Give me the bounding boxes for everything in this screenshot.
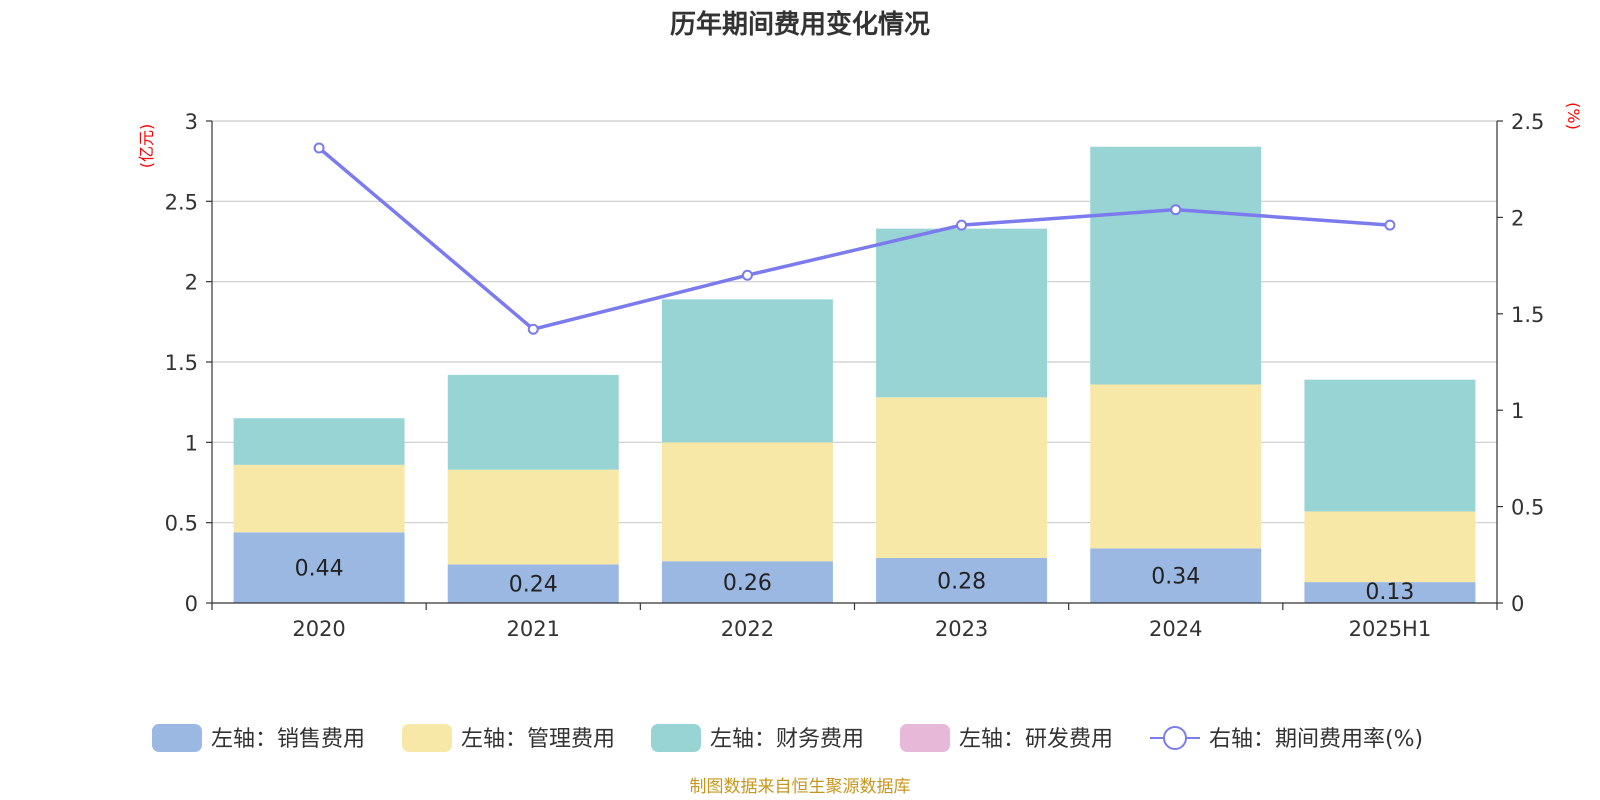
left-tick-label: 2.5 — [165, 190, 198, 214]
bar-segment — [233, 418, 405, 465]
rate-point — [1170, 204, 1182, 216]
right-tick-label: 2.5 — [1511, 110, 1544, 134]
bar-segment — [447, 564, 619, 603]
left-tick-label: 1 — [185, 431, 198, 455]
left-tick-label: 3 — [185, 110, 198, 134]
line-series — [313, 142, 1396, 335]
legend-swatch — [651, 724, 701, 752]
bar-segment — [1090, 548, 1262, 603]
rate-point — [741, 269, 753, 281]
legend-swatch — [900, 724, 950, 752]
bar-segment — [661, 442, 833, 562]
bar-segment — [1090, 146, 1262, 385]
x-tick-label: 2025H1 — [1349, 617, 1432, 641]
bar-value-label: 0.13 — [1365, 580, 1414, 605]
chart-title: 历年期间费用变化情况 — [670, 9, 930, 40]
rate-point — [313, 142, 325, 154]
legend-label: 左轴：财务费用 — [710, 727, 864, 752]
right-tick-label: 1 — [1511, 399, 1524, 423]
rate-point — [1384, 219, 1396, 231]
x-tick-label: 2020 — [292, 617, 345, 641]
right-axis-unit: (%) — [1564, 102, 1583, 130]
legend-label: 右轴：期间费用率(%) — [1209, 727, 1423, 752]
data-source: 制图数据来自恒生聚源数据库 — [690, 777, 911, 797]
bar-segment — [233, 532, 405, 603]
left-axis-unit: (亿元) — [137, 124, 156, 169]
bar-segment — [1304, 379, 1476, 512]
bars — [233, 146, 1476, 603]
bar-segment — [447, 469, 619, 565]
bar-segment — [1090, 384, 1262, 549]
right-tick-label: 0.5 — [1511, 496, 1544, 520]
bar-segment — [233, 464, 405, 533]
x-tick-label: 2023 — [935, 617, 988, 641]
bar-segment — [1304, 582, 1476, 603]
right-tick-label: 0 — [1511, 592, 1524, 616]
bar-value-label: 0.26 — [723, 571, 772, 596]
right-tick-label: 1.5 — [1511, 303, 1544, 327]
legend-label: 左轴：管理费用 — [461, 727, 615, 752]
rate-point — [956, 219, 968, 231]
left-tick-label: 0.5 — [165, 512, 198, 536]
right-tick-label: 2 — [1511, 206, 1524, 230]
x-tick-label: 2024 — [1149, 617, 1202, 641]
legend-swatch — [152, 724, 202, 752]
legend: 左轴：销售费用 左轴：管理费用 左轴：财务费用 左轴：研发费用 右轴：期间费用率(%) — [152, 724, 1423, 752]
legend-marker — [1163, 726, 1187, 750]
bar-labels: 0.44 0.24 0.26 0.28 0.34 0.13 — [295, 557, 1415, 605]
bar-value-label: 0.44 — [295, 557, 344, 582]
x-tick-label: 2022 — [721, 617, 774, 641]
legend-swatch — [402, 724, 452, 752]
bar-segment — [876, 558, 1048, 603]
axes: 0 0.5 1 1.5 2 2.5 3 0 0.5 1 1.5 2 2.5 2020 2021 2022 202… — [165, 110, 1545, 641]
left-tick-label: 1.5 — [165, 351, 198, 375]
bar-value-label: 0.34 — [1151, 565, 1200, 590]
legend-label: 左轴：研发费用 — [959, 727, 1113, 752]
left-tick-label: 2 — [185, 271, 198, 295]
bar-value-label: 0.24 — [509, 573, 558, 598]
rate-point — [527, 323, 539, 335]
legend-label: 左轴：销售费用 — [211, 727, 365, 752]
bar-segment — [1304, 511, 1476, 583]
bar-segment — [876, 397, 1048, 559]
grid-lines — [212, 120, 1497, 524]
bar-segment — [447, 374, 619, 470]
left-tick-label: 0 — [185, 592, 198, 616]
bar-segment — [876, 228, 1048, 398]
bar-value-label: 0.28 — [937, 570, 986, 595]
bar-segment — [661, 299, 833, 443]
x-tick-label: 2021 — [507, 617, 560, 641]
rate-line — [317, 146, 1391, 332]
bar-segment — [661, 561, 833, 603]
